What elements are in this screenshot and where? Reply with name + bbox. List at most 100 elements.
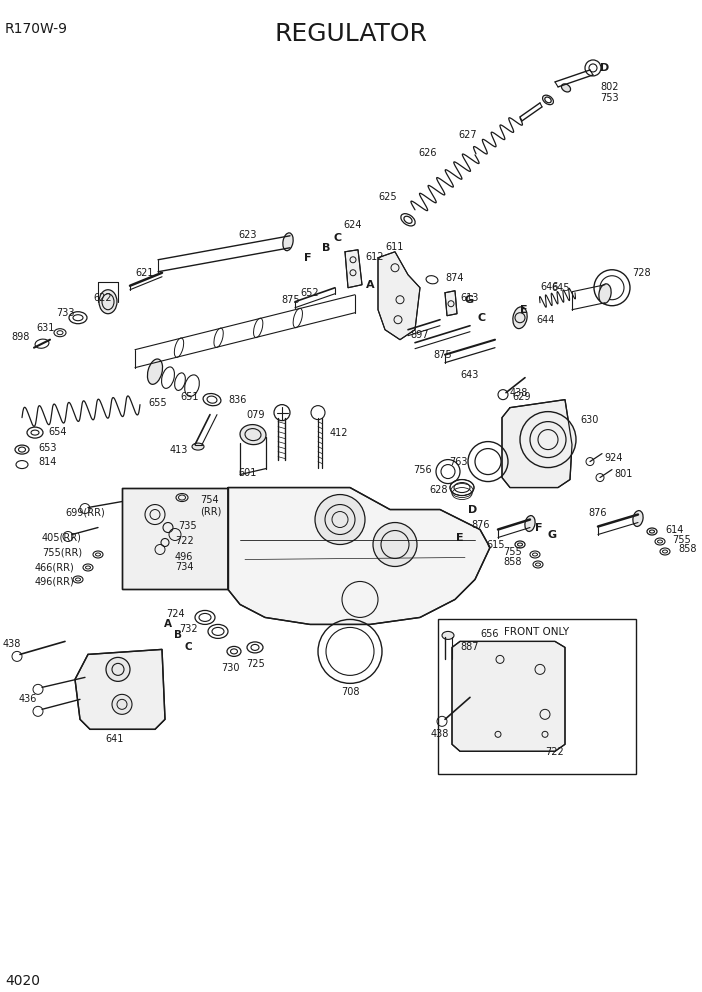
Text: 755: 755 xyxy=(672,535,691,545)
Text: 898: 898 xyxy=(12,331,30,341)
Text: 735: 735 xyxy=(178,521,197,531)
Text: 699(RR): 699(RR) xyxy=(65,508,105,518)
Polygon shape xyxy=(445,291,457,315)
Text: 611: 611 xyxy=(386,242,404,252)
Text: 814: 814 xyxy=(38,456,56,466)
Text: 628: 628 xyxy=(430,484,448,495)
Text: B: B xyxy=(174,631,182,641)
Text: F: F xyxy=(304,253,312,263)
Text: 725: 725 xyxy=(246,660,265,670)
Ellipse shape xyxy=(562,84,571,92)
Text: 756: 756 xyxy=(413,464,432,474)
Text: 631: 631 xyxy=(37,322,55,332)
Text: 802: 802 xyxy=(600,82,618,92)
Circle shape xyxy=(520,412,576,467)
Text: 801: 801 xyxy=(614,468,633,478)
Polygon shape xyxy=(228,487,490,624)
Text: 621: 621 xyxy=(135,268,154,278)
Text: 754
(RR): 754 (RR) xyxy=(200,495,221,516)
Text: 4020: 4020 xyxy=(5,974,40,988)
Text: 733: 733 xyxy=(56,308,75,317)
Text: 924: 924 xyxy=(604,452,623,462)
Text: 496: 496 xyxy=(175,553,193,562)
Text: C: C xyxy=(478,312,486,322)
Text: 897: 897 xyxy=(411,329,429,339)
Text: 876: 876 xyxy=(589,508,607,518)
Text: 722: 722 xyxy=(175,536,194,546)
Ellipse shape xyxy=(599,284,611,304)
Text: 836: 836 xyxy=(228,395,246,405)
Text: 413: 413 xyxy=(170,444,188,454)
Text: 858: 858 xyxy=(678,545,696,555)
Text: 079: 079 xyxy=(246,410,265,420)
Text: 641: 641 xyxy=(106,734,124,744)
Text: 615: 615 xyxy=(486,540,505,550)
Text: 874: 874 xyxy=(445,273,463,283)
Text: 624: 624 xyxy=(343,220,362,230)
Text: 728: 728 xyxy=(632,268,651,278)
Text: 438: 438 xyxy=(510,388,529,398)
Text: R170W-9: R170W-9 xyxy=(5,22,68,36)
Text: 646: 646 xyxy=(541,282,559,292)
Ellipse shape xyxy=(147,359,163,384)
Text: 626: 626 xyxy=(419,148,437,158)
Text: G: G xyxy=(548,530,557,540)
Text: 875: 875 xyxy=(434,349,452,360)
Text: 438: 438 xyxy=(3,640,21,650)
Text: 625: 625 xyxy=(378,191,397,201)
Text: A: A xyxy=(164,619,172,630)
Ellipse shape xyxy=(633,511,643,527)
Text: C: C xyxy=(334,233,342,243)
Text: 724: 724 xyxy=(166,609,185,619)
Polygon shape xyxy=(502,400,572,487)
Text: 887: 887 xyxy=(460,643,479,653)
Text: D: D xyxy=(468,505,477,515)
Text: 466(RR): 466(RR) xyxy=(35,562,74,572)
Text: 708: 708 xyxy=(340,687,359,697)
Text: 656: 656 xyxy=(481,629,499,640)
Text: 722: 722 xyxy=(545,747,564,757)
Text: 496(RR): 496(RR) xyxy=(35,576,74,586)
Text: 654: 654 xyxy=(48,427,67,436)
Text: 734: 734 xyxy=(175,562,194,572)
Text: 405(RR): 405(RR) xyxy=(42,533,82,543)
Text: 875: 875 xyxy=(282,295,300,305)
Text: 601: 601 xyxy=(239,467,257,477)
Text: 858: 858 xyxy=(503,558,522,567)
Text: 730: 730 xyxy=(220,664,239,674)
Polygon shape xyxy=(75,650,165,729)
Text: 652: 652 xyxy=(300,288,319,298)
Text: D: D xyxy=(600,62,609,73)
Text: C: C xyxy=(184,643,192,653)
Text: FRONT ONLY: FRONT ONLY xyxy=(505,627,569,638)
Text: E: E xyxy=(520,305,528,314)
Ellipse shape xyxy=(525,516,535,532)
Text: 732: 732 xyxy=(180,624,198,635)
Text: 436: 436 xyxy=(19,694,37,704)
Text: 627: 627 xyxy=(458,130,477,140)
Ellipse shape xyxy=(192,443,204,450)
Text: 753: 753 xyxy=(600,93,618,103)
Text: 644: 644 xyxy=(536,314,555,324)
Text: 630: 630 xyxy=(580,415,598,425)
Text: 622: 622 xyxy=(93,293,112,303)
Polygon shape xyxy=(378,252,420,339)
Text: 755: 755 xyxy=(503,548,522,558)
Text: 755(RR): 755(RR) xyxy=(42,548,82,558)
Text: 438: 438 xyxy=(431,729,449,739)
Text: 613: 613 xyxy=(460,293,478,303)
Text: G: G xyxy=(465,295,474,305)
Text: A: A xyxy=(366,280,374,290)
Text: 623: 623 xyxy=(239,230,257,240)
Ellipse shape xyxy=(513,307,527,328)
Circle shape xyxy=(112,694,132,714)
Text: 763: 763 xyxy=(449,456,468,466)
Text: 629: 629 xyxy=(512,392,531,402)
Text: 653: 653 xyxy=(38,442,56,452)
Ellipse shape xyxy=(240,425,266,444)
Text: 645: 645 xyxy=(552,283,570,293)
Bar xyxy=(438,619,636,775)
Circle shape xyxy=(106,658,130,682)
Ellipse shape xyxy=(442,632,454,640)
Polygon shape xyxy=(452,642,565,751)
